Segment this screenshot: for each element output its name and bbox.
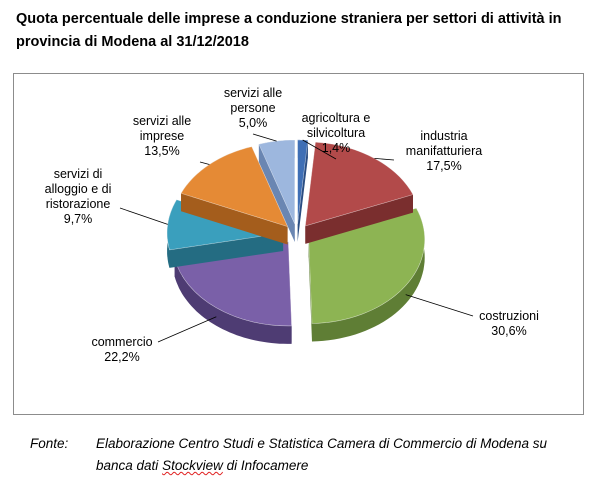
data-label-industria-manifatturiera: industria manifatturiera 17,5% <box>406 129 482 173</box>
slice-servizi-alle-imprese <box>180 146 289 245</box>
leader-line-commercio <box>157 316 217 343</box>
leader-line-servizi-alle-persone <box>252 133 277 142</box>
chart-title-line-1: Quota percentuale delle imprese a conduz… <box>16 11 562 27</box>
data-label-agricoltura-e-silvicoltura: agricoltura e silvicoltura 1,4% <box>302 111 371 155</box>
slice-agricoltura-e-silvicoltura <box>297 139 309 242</box>
pie-chart: agricoltura e silvicoltura 1,4% industria ma… <box>45 86 539 364</box>
data-label-servizi-alle-persone: servizi alle persone 5,0% <box>224 86 282 130</box>
slice-costruzioni <box>308 207 425 342</box>
source-note: Fonte: Elaborazione Centro Studi e Statis… <box>30 433 590 477</box>
leader-line-servizi-di-alloggio-e-di-ristorazione <box>119 207 168 225</box>
source-line-2-prefix: banca dati <box>96 458 163 473</box>
chart-title: Quota percentuale delle imprese a conduz… <box>16 8 591 54</box>
source-line-2-suffix: di Infocamere <box>222 458 309 473</box>
slice-servizi-alle-persone <box>258 139 296 243</box>
leader-line-industria-manifatturiera <box>374 158 395 161</box>
leader-line-costruzioni <box>405 294 474 317</box>
data-label-commercio: commercio 22,2% <box>91 335 152 364</box>
leader-line-agricoltura-e-silvicoltura <box>302 139 337 160</box>
slice-industria-manifatturiera <box>304 141 414 244</box>
data-label-servizi-di-alloggio-e-di-ristorazione: servizi di alloggio e di ristorazione 9,7% <box>45 167 112 226</box>
source-link-stockview: Stockview <box>162 458 223 473</box>
data-label-costruzioni: costruzioni 30,6% <box>479 309 539 338</box>
source-line-1: Elaborazione Centro Studi e Statistica C… <box>96 436 547 451</box>
chart-area: agricoltura e silvicoltura 1,4% industria ma… <box>13 73 584 415</box>
leader-line-servizi-alle-imprese <box>199 161 210 165</box>
chart-title-line-2: provincia di Modena al 31/12/2018 <box>16 34 249 50</box>
data-label-servizi-alle-imprese: servizi alle imprese 13,5% <box>133 114 191 158</box>
source-label: Fonte: <box>30 436 69 451</box>
